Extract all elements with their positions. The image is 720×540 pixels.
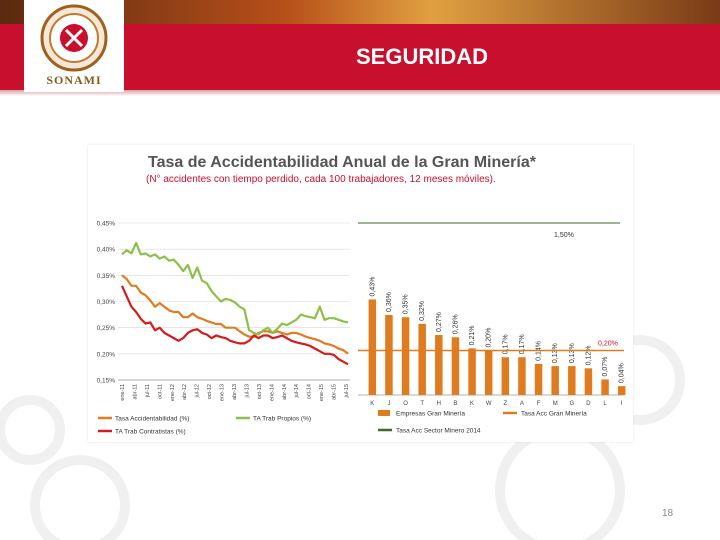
sector-rate-label: 1,50%	[554, 232, 574, 239]
category-label: W	[486, 401, 492, 407]
y-tick-label: 0,35%	[97, 273, 116, 280]
bar	[385, 315, 393, 395]
bar-value-label: 0,21%	[469, 325, 476, 345]
logo-text: SONAMI	[46, 73, 102, 87]
chart-subtitle: (N° accidentes con tiempo perdido, cada …	[146, 174, 496, 185]
header-shadow	[0, 90, 720, 96]
category-label: I	[621, 401, 623, 407]
bar	[468, 348, 476, 395]
bar	[418, 323, 426, 395]
category-label: K	[470, 401, 474, 407]
category-label: J	[387, 401, 390, 407]
x-tick-label: abr-15	[332, 384, 338, 400]
x-tick-label: abr-14	[282, 384, 288, 400]
x-tick-label: ene-14	[269, 384, 275, 401]
page-number: 18	[662, 508, 674, 519]
bar	[501, 357, 510, 395]
gran-mineria-rate-label: 0,20%	[598, 341, 618, 348]
bar	[551, 366, 559, 395]
bar-chart: 1,50% 0,43% K 0,36% J 0,35% O 0,32% T 0,27% H 0,26%…	[358, 222, 626, 435]
chart-title: Tasa de Accidentabilidad Anual de la Gra…	[148, 154, 536, 171]
bar-value-label: 0,43%	[369, 277, 376, 297]
series-line	[121, 274, 349, 355]
bar	[601, 379, 609, 395]
legend-label: TA Trab Propios (%)	[253, 416, 311, 423]
bar-value-label: 0,36%	[386, 292, 393, 312]
line-chart: 0,45% 0,40% 0,35% 0,30% 0,25% 0,20% 0,15% ene-1…	[97, 221, 350, 436]
bar	[451, 337, 460, 395]
legend-label: TA Trab Contratistas (%)	[115, 429, 186, 436]
bar	[435, 335, 443, 395]
x-tick-label: jul-15	[344, 384, 350, 398]
bar	[568, 366, 576, 395]
x-tick-label: ene-15	[319, 384, 325, 401]
y-tick-label: 0,30%	[97, 299, 116, 306]
series-line	[121, 241, 349, 336]
bar	[401, 317, 410, 395]
category-label: F	[537, 401, 541, 407]
x-tick-label: oct-11	[157, 384, 163, 399]
category-label: A	[520, 401, 524, 407]
y-tick-label: 0,45%	[97, 221, 116, 228]
x-tick-label: ene-12	[170, 384, 176, 401]
series-line	[120, 285, 349, 366]
y-tick-label: 0,20%	[97, 351, 116, 358]
y-tick-label: 0,25%	[97, 325, 116, 332]
bar	[534, 363, 543, 395]
category-label: L	[603, 401, 607, 407]
bar-value-label: 0,35%	[403, 294, 410, 314]
category-label: B	[453, 401, 457, 407]
legend-swatch	[378, 410, 390, 416]
x-tick-label: oct-12	[207, 384, 213, 399]
category-label: Z	[503, 401, 507, 407]
bar-value-label: 0,20%	[486, 328, 493, 348]
bar	[484, 350, 493, 395]
legend-label: Tasa Acc Gran Minería	[521, 411, 587, 418]
page-title: SEGURIDAD	[355, 44, 488, 69]
bar-value-label: 0,32%	[419, 301, 426, 321]
x-tick-label: jul-11	[145, 384, 151, 398]
bar-value-label: 0,12%	[585, 345, 592, 365]
x-tick-label: oct-13	[257, 384, 263, 399]
bar-value-label: 0,13%	[552, 343, 559, 363]
sonami-seal-icon	[40, 4, 108, 72]
x-tick-label: oct-14	[307, 384, 313, 399]
x-tick-label: abr-13	[232, 384, 238, 400]
x-tick-label: ene-13	[220, 384, 226, 401]
legend-label: Empresas Gran Minería	[396, 411, 465, 418]
x-tick-label: jul-12	[195, 384, 201, 398]
x-tick-label: jul-14	[294, 384, 300, 398]
legend-label: Tasa Accidentabilidad (%)	[115, 416, 189, 423]
bar-value-label: 0,27%	[436, 312, 443, 332]
y-tick-label: 0,15%	[97, 378, 116, 385]
category-label: K	[370, 401, 374, 407]
category-label: H	[437, 401, 441, 407]
x-tick-label: abr-12	[182, 384, 188, 400]
x-tick-label: jul-13	[244, 384, 250, 398]
bar	[368, 299, 377, 395]
chart-panel: Tasa de Accidentabilidad Anual de la Gra…	[88, 145, 633, 442]
x-tick-label: abr-11	[132, 384, 138, 400]
sonami-logo: SONAMI	[24, 0, 124, 92]
bar-value-label: 0,17%	[502, 334, 509, 354]
category-label: O	[403, 401, 408, 407]
bar-value-label: 0,07%	[602, 357, 609, 377]
category-label: G	[569, 401, 574, 407]
bar	[617, 386, 626, 395]
x-tick-label: ene-11	[120, 384, 126, 401]
bar-value-label: 0,13%	[569, 343, 576, 363]
bar	[518, 357, 526, 395]
legend-label: Tasa Acc Sector Minero 2014	[396, 428, 481, 435]
bar-value-label: 0,17%	[519, 334, 526, 354]
category-label: D	[586, 401, 591, 407]
bar	[584, 368, 593, 395]
category-label: T	[420, 401, 424, 407]
bar-value-label: 0,26%	[452, 314, 459, 334]
y-tick-label: 0,40%	[97, 247, 116, 254]
bar-value-label: 0,04%	[619, 363, 626, 383]
category-label: M	[553, 401, 558, 407]
